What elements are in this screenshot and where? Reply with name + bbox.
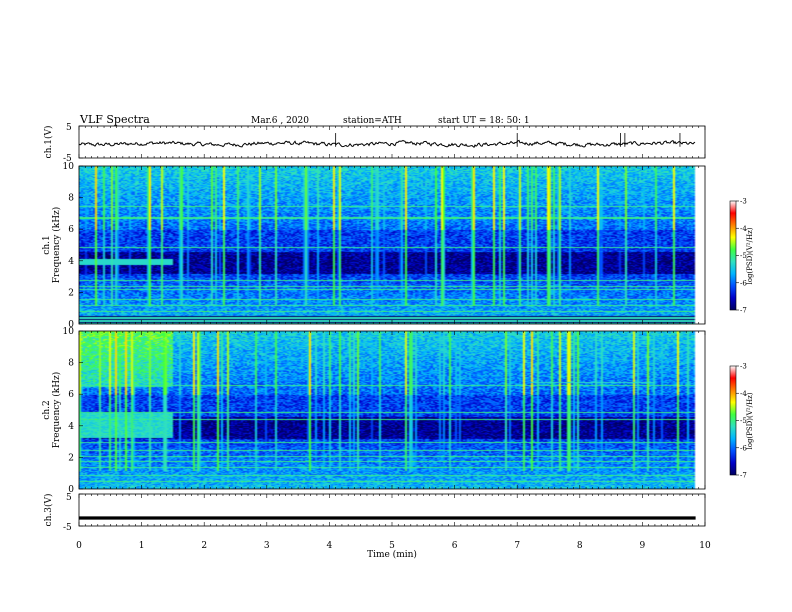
ch2-ylabel-frequency: Frequency (kHz)	[51, 372, 62, 449]
ch1-ytick-top: 5	[66, 123, 72, 133]
ch1-colorbar-label: log(PSD)(V²/Hz)	[746, 227, 754, 284]
figure-title: VLF Spectra	[79, 113, 150, 126]
ch2-colorbar-label: log(PSD)(V²/Hz)	[746, 392, 754, 449]
ch1-colorbar-ticklabel: -6	[740, 279, 747, 287]
ch1-spectrogram-ticks: 10 8 6 4 2 0	[63, 162, 706, 330]
ch1-spectrogram-ytick-label: 8	[68, 194, 74, 204]
ch1-ytick-bottom: -5	[63, 154, 72, 164]
ch3-waveform-ylabel: ch.3(V)	[43, 494, 54, 527]
header-station: station=ATH	[343, 116, 402, 126]
ch3-waveform-frame	[78, 493, 706, 527]
ch2-spectrogram-image	[79, 331, 705, 489]
ch1-colorbar-ticklabel: -7	[740, 307, 747, 315]
time-axis-ticklabel: 5	[389, 541, 395, 551]
time-axis-ticklabel: 8	[577, 541, 583, 551]
time-axis-ticklabel: 7	[514, 541, 520, 551]
ch3-waveform-ticks	[78, 493, 706, 527]
ch2-spectrogram-ytick-label: 10	[63, 327, 75, 337]
time-axis-label: Time (min)	[367, 549, 417, 560]
ch1-ylabel-channel: ch.1	[42, 235, 52, 254]
time-axis-ticklabel: 1	[139, 541, 145, 551]
ch1-waveform-ylabel: ch.1(V)	[43, 126, 54, 159]
time-axis-ticklabel: 6	[452, 541, 458, 551]
ch2-colorbar-ticklabel: -5	[740, 417, 747, 425]
ch1-colorbar-ticklabel: -3	[740, 198, 747, 206]
ch1-spectrogram-image	[79, 166, 705, 324]
ch1-ylabel-frequency: Frequency (kHz)	[51, 207, 62, 284]
time-axis-ticklabels: 0 1 2 3 4 5 6 7 8 9 10	[76, 541, 711, 551]
time-axis-ticklabel: 2	[201, 541, 207, 551]
ch2-colorbar-ticklabel: -7	[740, 472, 747, 480]
header-start-time: start UT = 18: 50: 1	[438, 116, 530, 126]
ch2-spectrogram-ticks: 10 8 6 4 2 0	[63, 327, 706, 495]
ch1-colorbar: -3 -4 -5 -6 -7 log(PSD)(V²/Hz)	[729, 198, 754, 315]
ch3-ytick-top: 5	[66, 493, 72, 503]
ch2-colorbar-ticklabel: -3	[740, 363, 747, 371]
ch2-spectrogram-ytick-label: 4	[68, 422, 74, 432]
ch1-spectrogram-ytick-label: 2	[68, 288, 74, 298]
ch3-waveform-panel: 5 -5 ch.3(V) 0 1 2 3 4 5 6 7 8 9 10 Time (min)	[43, 493, 711, 560]
ch1-spectrogram-ytick-label: 6	[68, 225, 74, 235]
ch2-spectrogram-ytick-label: 6	[68, 390, 74, 400]
ch1-spectrogram-ytick-label: 10	[63, 162, 75, 172]
ch1-waveform-panel: 5 -5 ch.1(V)	[43, 123, 706, 164]
header-date: Mar.6 , 2020	[251, 116, 309, 126]
ch1-spectrogram-ytick-label: 0	[68, 320, 74, 330]
ch2-colorbar-ticks: -3 -4 -5 -6 -7	[736, 363, 747, 480]
ch2-colorbar-gradient	[730, 366, 736, 475]
ch2-spectrogram-ytick-label: 2	[68, 453, 74, 463]
time-axis-ticklabel: 9	[640, 541, 646, 551]
ch1-spectrogram-ytick-label: 4	[68, 257, 74, 267]
ch1-colorbar-ticklabel: -5	[740, 252, 747, 260]
time-axis-ticklabel: 0	[76, 541, 82, 551]
time-axis-ticklabel: 3	[264, 541, 270, 551]
ch1-waveform-ticks	[78, 125, 706, 159]
ch2-colorbar: -3 -4 -5 -6 -7 log(PSD)(V²/Hz)	[729, 363, 754, 480]
ch2-spectrogram-ytick-label: 0	[68, 485, 74, 495]
time-axis-ticklabel: 4	[327, 541, 333, 551]
ch2-colorbar-ticklabel: -4	[740, 390, 747, 398]
ch2-ylabel-channel: ch.2	[42, 400, 52, 419]
time-axis-ticklabel: 10	[699, 541, 711, 551]
ch1-colorbar-ticklabel: -4	[740, 225, 747, 233]
ch1-colorbar-ticks: -3 -4 -5 -6 -7	[736, 198, 747, 315]
ch2-spectrogram-ytick-label: 8	[68, 359, 74, 369]
ch1-colorbar-gradient	[730, 201, 736, 310]
ch2-colorbar-ticklabel: -6	[740, 444, 747, 452]
ch1-spectrogram-panel: 10 8 6 4 2 0 ch.1 Frequency (kHz)	[42, 162, 706, 330]
ch1-waveform-line	[78, 139, 696, 148]
ch3-ytick-bottom: -5	[63, 523, 72, 533]
ch2-spectrogram-panel: 10 8 6 4 2 0 ch.2 Frequency (kHz)	[42, 327, 706, 495]
